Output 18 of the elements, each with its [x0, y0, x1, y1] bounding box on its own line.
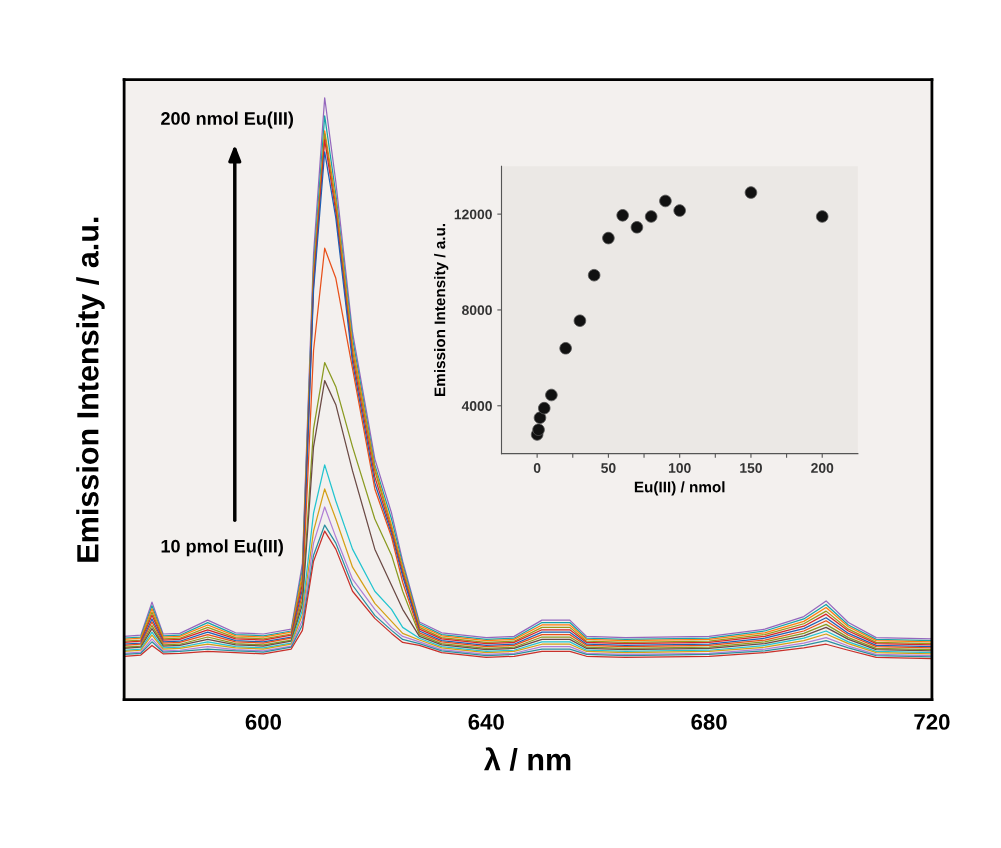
y-tick-label: 8000 [462, 305, 492, 316]
x-tick-label: 640 [468, 714, 504, 730]
x-tick-label: 200 [811, 463, 834, 473]
y-tick-label: 4000 [461, 401, 492, 411]
x-tick-label: 0 [533, 463, 541, 473]
x-axis-title: λ / nm [484, 747, 571, 771]
x-tick-label: 150 [740, 463, 762, 473]
x-tick-label: 100 [668, 463, 691, 473]
x-tick-label: 720 [914, 714, 950, 730]
x-tick-label: 50 [601, 463, 616, 473]
x-axis-title: Eu(III) / nmol [634, 481, 725, 496]
y-axis-title: Emission Intensity / a.u. [76, 217, 105, 562]
x-tick-label: 680 [691, 714, 727, 730]
annotation: 200 nmol Eu(III) [161, 111, 294, 129]
y-axis-title: Emission Intensity / a.u. [434, 223, 449, 396]
x-tick-label: 600 [245, 714, 282, 730]
y-tick-label: 12000 [454, 209, 492, 220]
annotation: 10 pmol Eu(III) [161, 539, 283, 557]
